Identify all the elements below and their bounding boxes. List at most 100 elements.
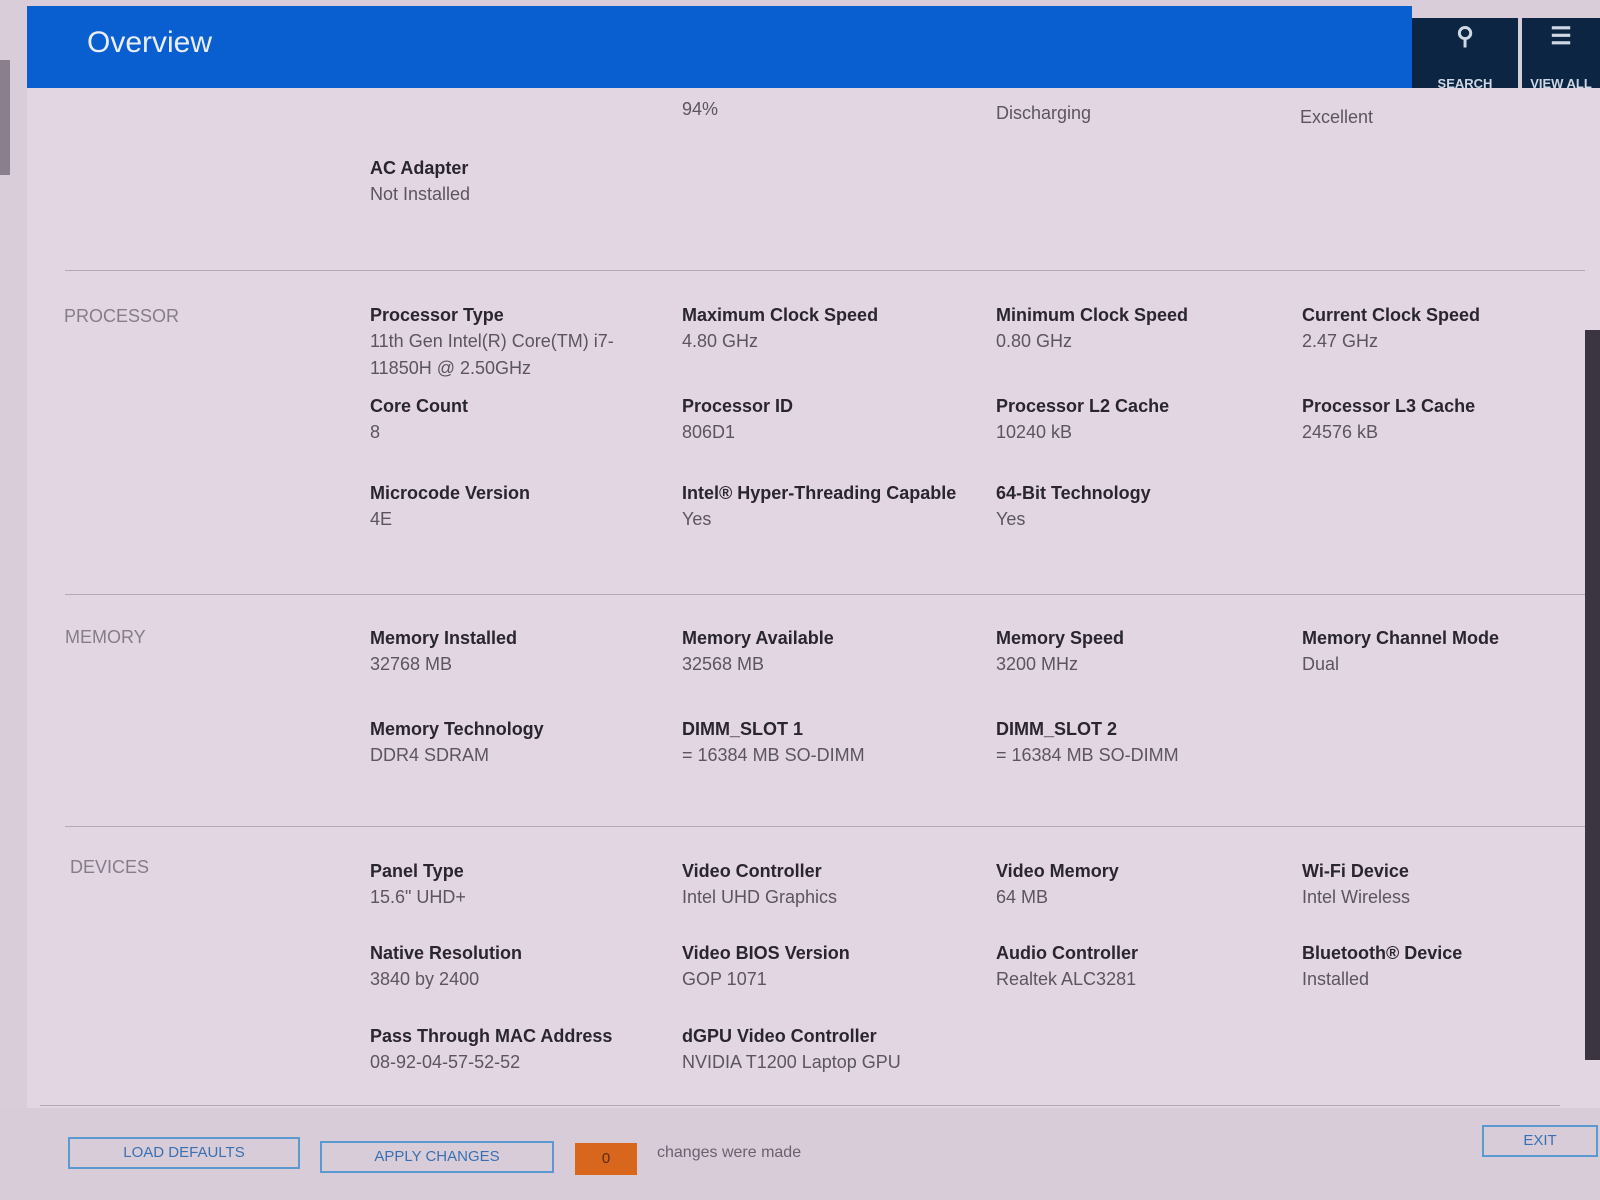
field-value: 3200 MHz [996,654,1079,674]
section-label-devices: DEVICES [70,857,150,877]
field-label: Processor L3 Cache [1302,396,1476,416]
field-label: Panel Type [370,861,464,881]
exit-button[interactable]: EXIT [1482,1125,1598,1157]
field-value: 10240 kB [996,422,1073,442]
field-value: 4E [370,509,393,529]
field-label: Wi-Fi Device [1302,861,1409,881]
field-value: 4.80 GHz [682,331,759,351]
field-label: Maximum Clock Speed [682,305,879,325]
battery-state-value: Discharging [996,103,1092,123]
field-bluetooth-device: Bluetooth® Device Installed [1302,940,1600,993]
field-value: Dual [1302,654,1340,674]
field-video-memory: Video Memory 64 MB [996,858,1296,911]
field-label: Current Clock Speed [1302,305,1481,325]
field-value: = 16384 MB SO-DIMM [682,745,865,765]
field-native-resolution: Native Resolution 3840 by 2400 [370,940,670,993]
field-64-bit-technology: 64-Bit Technology Yes [996,480,1296,533]
field-label: Audio Controller [996,943,1138,963]
divider [65,594,1585,595]
field-dimm-slot-2: DIMM_SLOT 2 = 16384 MB SO-DIMM [996,716,1296,769]
field-dimm-slot-1: DIMM_SLOT 1 = 16384 MB SO-DIMM [682,716,982,769]
field-video-controller: Video Controller Intel UHD Graphics [682,858,982,911]
field-label: Minimum Clock Speed [996,305,1189,325]
field-label: Bluetooth® Device [1302,943,1463,963]
field-processor-l2-cache: Processor L2 Cache 10240 kB [996,393,1296,446]
field-label: Video Controller [682,861,822,881]
field-memory-technology: Memory Technology DDR4 SDRAM [370,716,670,769]
field-wi-fi-device: Wi-Fi Device Intel Wireless [1302,858,1600,911]
field-label: Microcode Version [370,483,531,503]
battery-charge-value: 94% [682,99,719,119]
load-defaults-button[interactable]: LOAD DEFAULTS [68,1137,300,1169]
overview-content [27,88,1600,1108]
field-value: 64 MB [996,887,1049,907]
field-processor-type: Processor Type 11th Gen Intel(R) Core(TM)… [370,302,620,382]
field-label: Memory Available [682,628,834,648]
field-minimum-clock-speed: Minimum Clock Speed 0.80 GHz [996,302,1296,355]
divider [65,826,1585,827]
field-value: 8 [370,422,381,442]
field-maximum-clock-speed: Maximum Clock Speed 4.80 GHz [682,302,982,355]
field-processor-id: Processor ID 806D1 [682,393,982,446]
field-dgpu-video-controller: dGPU Video Controller NVIDIA T1200 Laptop… [682,1023,982,1076]
page-title: Overview [87,26,213,59]
field-intel-hyper-threading-capable: Intel® Hyper-Threading Capable Yes [682,480,982,533]
field-label: Processor ID [682,396,794,416]
field-label: Video BIOS Version [682,943,850,963]
field-memory-available: Memory Available 32568 MB [682,625,982,678]
field-value: Intel UHD Graphics [682,887,838,907]
field-label: Core Count [370,396,468,416]
header-bar: Overview [27,6,1412,88]
field-label: Pass Through MAC Address [370,1026,613,1046]
field-label: Memory Speed [996,628,1125,648]
field-pass-through-mac-address: Pass Through MAC Address 08-92-04-57-52-5… [370,1023,670,1076]
divider [65,270,1585,271]
search-button[interactable]: ⚲ SEARCH [1412,18,1518,98]
view-all-button[interactable]: ☰ VIEW ALL [1522,18,1600,98]
footer [0,1108,1600,1200]
field-value: Intel Wireless [1302,887,1411,907]
field-label: dGPU Video Controller [682,1026,877,1046]
field-value: GOP 1071 [682,969,767,989]
field-label: 64-Bit Technology [996,483,1151,503]
field-memory-channel-mode: Memory Channel Mode Dual [1302,625,1600,678]
field-label: Video Memory [996,861,1119,881]
field-value: 32568 MB [682,654,765,674]
section-label-memory: MEMORY [65,627,146,647]
field-value: 08-92-04-57-52-52 [370,1052,521,1072]
field-current-clock-speed: Current Clock Speed 2.47 GHz [1302,302,1600,355]
field-value: Yes [996,509,1026,529]
changes-message: changes were made [657,1144,802,1161]
field-label: Processor Type [370,305,504,325]
field-value: Realtek ALC3281 [996,969,1137,989]
field-label: DIMM_SLOT 1 [682,719,804,739]
field-label: Native Resolution [370,943,523,963]
left-edge [0,60,10,175]
field-value: 32768 MB [370,654,453,674]
changes-count-badge: 0 [575,1143,637,1175]
divider [40,1105,1560,1106]
field-value: 3840 by 2400 [370,969,480,989]
field-value: Installed [1302,969,1370,989]
field-value: 15.6" UHD+ [370,887,466,907]
field-ac-adapter: AC Adapter Not Installed [370,158,471,204]
field-label: Memory Technology [370,719,544,739]
scrollbar[interactable] [1585,330,1600,1060]
field-value: 24576 kB [1302,422,1379,442]
field-value: 11th Gen Intel(R) Core(TM) i7-11850H @ 2… [370,331,614,378]
field-label: Memory Channel Mode [1302,628,1500,648]
field-value: 2.47 GHz [1302,331,1379,351]
field-value: 806D1 [682,422,736,442]
field-memory-speed: Memory Speed 3200 MHz [996,625,1296,678]
field-panel-type: Panel Type 15.6" UHD+ [370,858,670,911]
field-label: Memory Installed [370,628,518,648]
search-icon: ⚲ [1456,23,1474,50]
field-label: DIMM_SLOT 2 [996,719,1118,739]
field-value: 0.80 GHz [996,331,1073,351]
section-label-processor: PROCESSOR [64,306,180,326]
field-memory-installed: Memory Installed 32768 MB [370,625,670,678]
field-core-count: Core Count 8 [370,393,670,446]
field-label: Processor L2 Cache [996,396,1170,416]
field-microcode-version: Microcode Version 4E [370,480,670,533]
apply-changes-button[interactable]: APPLY CHANGES [320,1141,554,1173]
